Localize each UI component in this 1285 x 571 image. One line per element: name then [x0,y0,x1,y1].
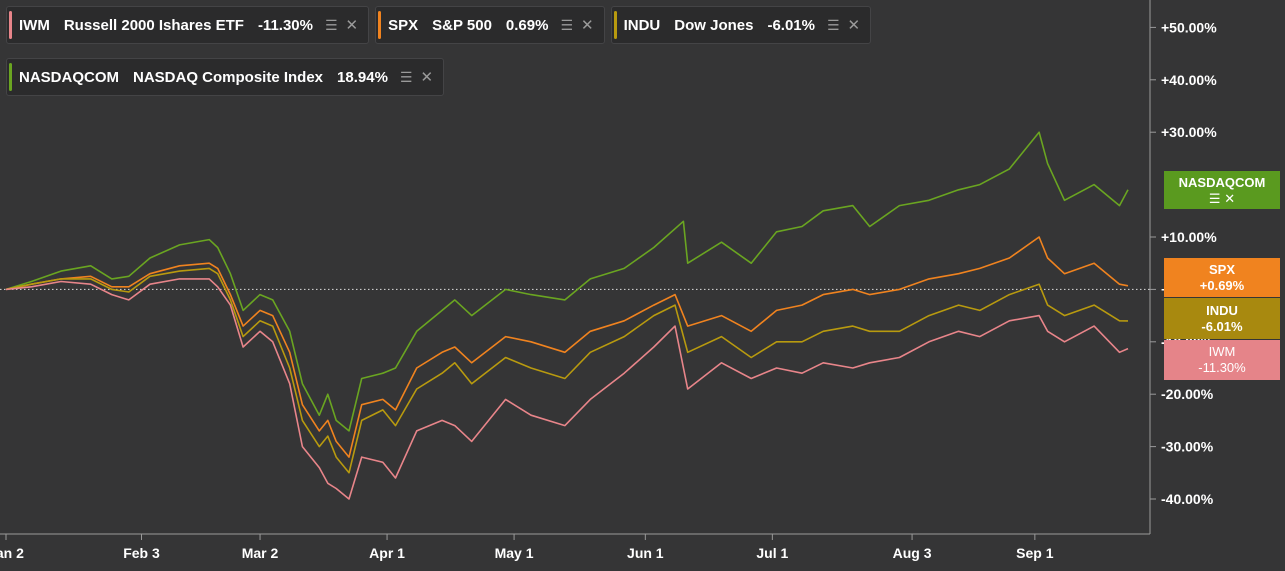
close-icon[interactable]: ✕ [1224,191,1236,206]
series-color-bar [378,11,382,39]
x-tick-label: Jun 1 [627,545,664,561]
x-tick-label: Aug 3 [893,545,932,561]
y-tick-label: -20.00% [1161,386,1214,402]
x-tick-label: Feb 3 [123,545,160,561]
tag-label: NASDAQCOM [1178,175,1266,190]
legend-name: Dow Jones [674,16,754,34]
legend-symbol: SPX [388,16,419,34]
series-line-nasdaqcom [5,131,1129,432]
y-tick-label: -30.00% [1161,439,1214,455]
series-color-bar [9,63,12,91]
series-color-bar [9,11,12,39]
close-icon[interactable]: ✕ [420,69,434,86]
series-line-indu [5,267,1129,474]
y-tick-label: +40.00% [1161,72,1217,88]
stack-icon[interactable]: ☰ [826,16,840,33]
x-tick-label: Apr 1 [369,545,405,561]
stack-icon[interactable]: ☰ [560,16,574,33]
stack-icon[interactable]: ☰ [399,68,413,85]
y-tick-label: +10.00% [1161,229,1217,245]
tag-icons: ☰ ✕ [1164,191,1280,207]
x-tick-label: May 1 [495,545,534,561]
x-tick-label: Jul 1 [756,545,788,561]
legend-chip-spx[interactable]: SPX S&P 500 0.69% ☰ ✕ [375,6,605,44]
close-icon[interactable]: ✕ [581,17,594,34]
series-line-iwm [5,278,1129,500]
y-tick-label: +30.00% [1161,124,1217,140]
legend-change: -6.01% [767,16,815,34]
tag-value: +0.69% [1199,278,1245,293]
legend-change: 0.69% [505,16,549,34]
series-lines [5,131,1129,500]
legend-name: S&P 500 [432,16,492,34]
price-tag-iwm: IWM -11.30% [1164,340,1280,380]
legend-chip-indu[interactable]: INDU Dow Jones -6.01% ☰ ✕ [610,6,872,44]
legend-change: -11.30% [257,16,313,34]
legend-chip-iwm[interactable]: IWM Russell 2000 Ishares ETF -11.30% ☰ ✕ [6,6,370,44]
legend-name: Russell 2000 Ishares ETF [63,16,244,34]
tag-value: -6.01% [1201,319,1243,334]
x-tick-label: Sep 1 [1016,545,1054,561]
x-axis: Jan 2 Feb 3 Mar 2 Apr 1 May 1 Jun 1 Jul 1 Aug 3… [0,534,1054,561]
series-color-bar [613,11,617,39]
price-tag-indu: INDU -6.01% [1164,298,1280,339]
tag-label: SPX [1208,262,1235,277]
legend-name: NASDAQ Composite Index [133,68,324,86]
legend-chip-nasdaqcom[interactable]: NASDAQCOM NASDAQ Composite Index 18.94% … [6,58,445,96]
tag-value: -11.30% [1198,360,1246,375]
y-tick-label: +50.00% [1161,19,1217,35]
stack-icon[interactable]: ☰ [324,16,338,33]
legend-symbol: NASDAQCOM [19,68,119,86]
x-tick-label: Jan 2 [0,545,24,561]
tag-label: INDU [1206,303,1238,318]
legend-symbol: INDU [623,16,661,34]
price-tag-spx: SPX +0.69% [1164,258,1280,297]
legend-row-2: NASDAQCOM NASDAQ Composite Index 18.94% … [6,58,445,96]
x-tick-label: Mar 2 [242,545,279,561]
close-icon[interactable]: ✕ [847,17,861,34]
price-tag-nasdaqcom[interactable]: NASDAQCOM ☰ ✕ [1164,171,1280,209]
series-line-spx [5,236,1129,458]
legend-symbol: IWM [19,16,50,34]
stack-icon[interactable]: ☰ [1208,191,1221,206]
tag-label: IWM [1208,344,1236,359]
legend-row-1: IWM Russell 2000 Ishares ETF -11.30% ☰ ✕… [6,6,872,44]
y-tick-label: -40.00% [1161,491,1214,507]
legend-change: 18.94% [337,68,388,86]
close-icon[interactable]: ✕ [345,17,359,34]
